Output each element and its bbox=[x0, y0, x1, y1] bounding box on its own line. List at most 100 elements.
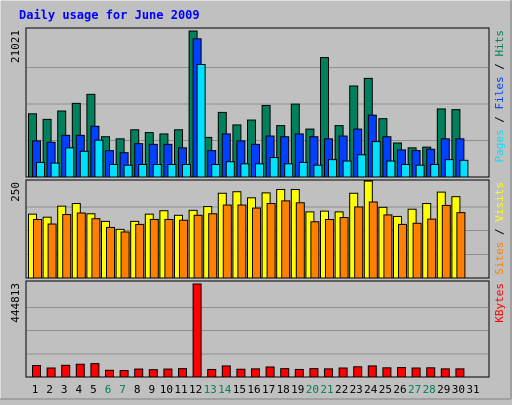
panel-hits-files-pages-ylabel-part-4: / bbox=[493, 57, 506, 77]
bar-kbytes-day-8 bbox=[134, 368, 144, 378]
bar-sites-day-23 bbox=[354, 206, 364, 279]
x-tick-label-day-19: 19 bbox=[291, 383, 304, 396]
bar-kbytes-day-27 bbox=[411, 367, 421, 378]
x-tick-label-day-23: 23 bbox=[350, 383, 363, 396]
bar-sites-day-11 bbox=[179, 219, 188, 279]
bar-sites-day-15 bbox=[237, 204, 247, 279]
panel-hits-files-pages-ylabel-part-2: / bbox=[493, 110, 506, 130]
bar-sites-day-7 bbox=[120, 231, 130, 279]
bar-pages-day-4 bbox=[79, 150, 89, 178]
bar-kbytes-day-30 bbox=[455, 368, 465, 378]
bar-pages-day-11 bbox=[182, 163, 191, 178]
chart-title: Daily usage for June 2009 bbox=[19, 8, 200, 22]
series-visits bbox=[28, 180, 461, 279]
chart-panels: 21021 Pages / Files / Hits 250 Sites / Visi… bbox=[9, 27, 506, 378]
bar-pages-day-14 bbox=[225, 161, 235, 178]
x-tick-label-day-10: 10 bbox=[160, 383, 173, 396]
bar-pages-day-15 bbox=[240, 163, 250, 178]
x-tick-label-day-27: 27 bbox=[408, 383, 421, 396]
bar-pages-day-17 bbox=[269, 157, 279, 178]
bar-pages-day-19 bbox=[298, 161, 308, 178]
bar-kbytes-day-14 bbox=[221, 365, 231, 378]
bar-pages-day-30 bbox=[459, 159, 469, 178]
bar-pages-day-1 bbox=[36, 161, 45, 178]
bar-kbytes-day-19 bbox=[294, 368, 304, 378]
bar-pages-day-26 bbox=[401, 163, 410, 178]
x-tick-label-day-30: 30 bbox=[452, 383, 465, 396]
bar-kbytes-day-10 bbox=[163, 368, 173, 378]
bar-pages-day-5 bbox=[94, 139, 104, 178]
bar-sites-day-28 bbox=[427, 218, 437, 279]
bar-kbytes-day-7 bbox=[119, 370, 129, 378]
bar-sites-day-1 bbox=[33, 218, 42, 279]
x-tick-label-day-29: 29 bbox=[437, 383, 450, 396]
x-tick-label-day-1: 1 bbox=[32, 383, 39, 396]
bar-sites-day-18 bbox=[281, 200, 291, 279]
x-tick-label-day-28: 28 bbox=[423, 383, 436, 396]
bar-kbytes-day-17 bbox=[265, 366, 275, 378]
bar-kbytes-day-18 bbox=[280, 368, 290, 378]
x-tick-label-day-17: 17 bbox=[262, 383, 275, 396]
bar-sites-day-10 bbox=[164, 218, 174, 279]
x-tick-label-day-21: 21 bbox=[320, 383, 333, 396]
panel-kbytes-ymax-label: 444813 bbox=[9, 283, 22, 323]
bar-sites-day-13 bbox=[208, 213, 218, 279]
bar-pages-day-28 bbox=[430, 163, 440, 178]
panel-visits-sites: 250 Sites / Visits bbox=[9, 179, 506, 279]
bar-sites-day-27 bbox=[412, 222, 422, 279]
bar-kbytes-day-15 bbox=[236, 368, 246, 378]
bar-pages-day-7 bbox=[123, 164, 133, 178]
bar-pages-day-25 bbox=[386, 160, 396, 178]
bar-kbytes-day-25 bbox=[382, 367, 392, 378]
bar-kbytes-day-21 bbox=[324, 368, 333, 378]
x-tick-label-day-24: 24 bbox=[364, 383, 378, 396]
bar-kbytes-day-16 bbox=[251, 368, 260, 378]
bar-pages-day-13 bbox=[211, 163, 221, 178]
bar-sites-day-22 bbox=[339, 217, 349, 279]
bar-sites-day-4 bbox=[76, 212, 86, 279]
bar-kbytes-day-1 bbox=[32, 365, 41, 378]
bar-sites-day-6 bbox=[106, 226, 115, 279]
bar-sites-day-17 bbox=[266, 203, 276, 279]
bar-kbytes-day-5 bbox=[90, 363, 100, 378]
bar-pages-day-3 bbox=[65, 147, 75, 178]
panel-visits-sites-ylabel: Sites / Visits bbox=[493, 182, 506, 275]
x-tick-label-day-25: 25 bbox=[379, 383, 392, 396]
bar-sites-day-26 bbox=[398, 223, 407, 279]
x-tick-label-day-12: 12 bbox=[189, 383, 202, 396]
bar-sites-day-3 bbox=[62, 214, 72, 279]
bar-pages-day-23 bbox=[357, 154, 367, 178]
bar-sites-day-21 bbox=[325, 218, 334, 279]
bar-kbytes-day-24 bbox=[367, 365, 377, 378]
bar-sites-day-14 bbox=[222, 204, 232, 279]
panel-hits-files-pages-ymax-label: 21021 bbox=[9, 30, 22, 63]
bar-kbytes-day-2 bbox=[46, 367, 56, 378]
panel-hits-files-pages-ylabel-part-3: Files bbox=[493, 76, 506, 109]
bar-sites-day-16 bbox=[252, 207, 261, 279]
bar-sites-day-20 bbox=[310, 221, 320, 279]
panel-visits-sites-ylabel-part-2: / bbox=[493, 222, 506, 242]
bar-sites-day-2 bbox=[47, 223, 57, 279]
panel-kbytes-ylabel: KBytes bbox=[493, 283, 506, 323]
bar-pages-day-16 bbox=[255, 163, 264, 178]
x-tick-label-day-31: 31 bbox=[466, 383, 479, 396]
bar-pages-day-2 bbox=[50, 162, 60, 178]
panel-kbytes-ylabel-part-1: KBytes bbox=[493, 283, 506, 323]
panel-kbytes: 444813 KBytes bbox=[9, 280, 506, 378]
x-tick-label-day-18: 18 bbox=[277, 383, 290, 396]
x-tick-label-day-22: 22 bbox=[335, 383, 348, 396]
bar-sites-day-5 bbox=[91, 218, 101, 279]
bar-pages-day-24 bbox=[371, 141, 381, 178]
x-tick-label-day-14: 14 bbox=[218, 383, 232, 396]
bar-sites-day-12 bbox=[193, 214, 203, 279]
x-tick-label-day-13: 13 bbox=[204, 383, 217, 396]
bar-pages-day-21 bbox=[328, 159, 337, 178]
series-kbytes bbox=[32, 283, 465, 378]
bar-kbytes-day-12 bbox=[192, 283, 202, 378]
bar-pages-day-20 bbox=[313, 164, 323, 178]
bar-kbytes-day-11 bbox=[178, 368, 187, 378]
x-tick-label-day-2: 2 bbox=[46, 383, 53, 396]
bar-sites-day-24 bbox=[368, 201, 378, 279]
x-tick-label-day-16: 16 bbox=[247, 383, 260, 396]
